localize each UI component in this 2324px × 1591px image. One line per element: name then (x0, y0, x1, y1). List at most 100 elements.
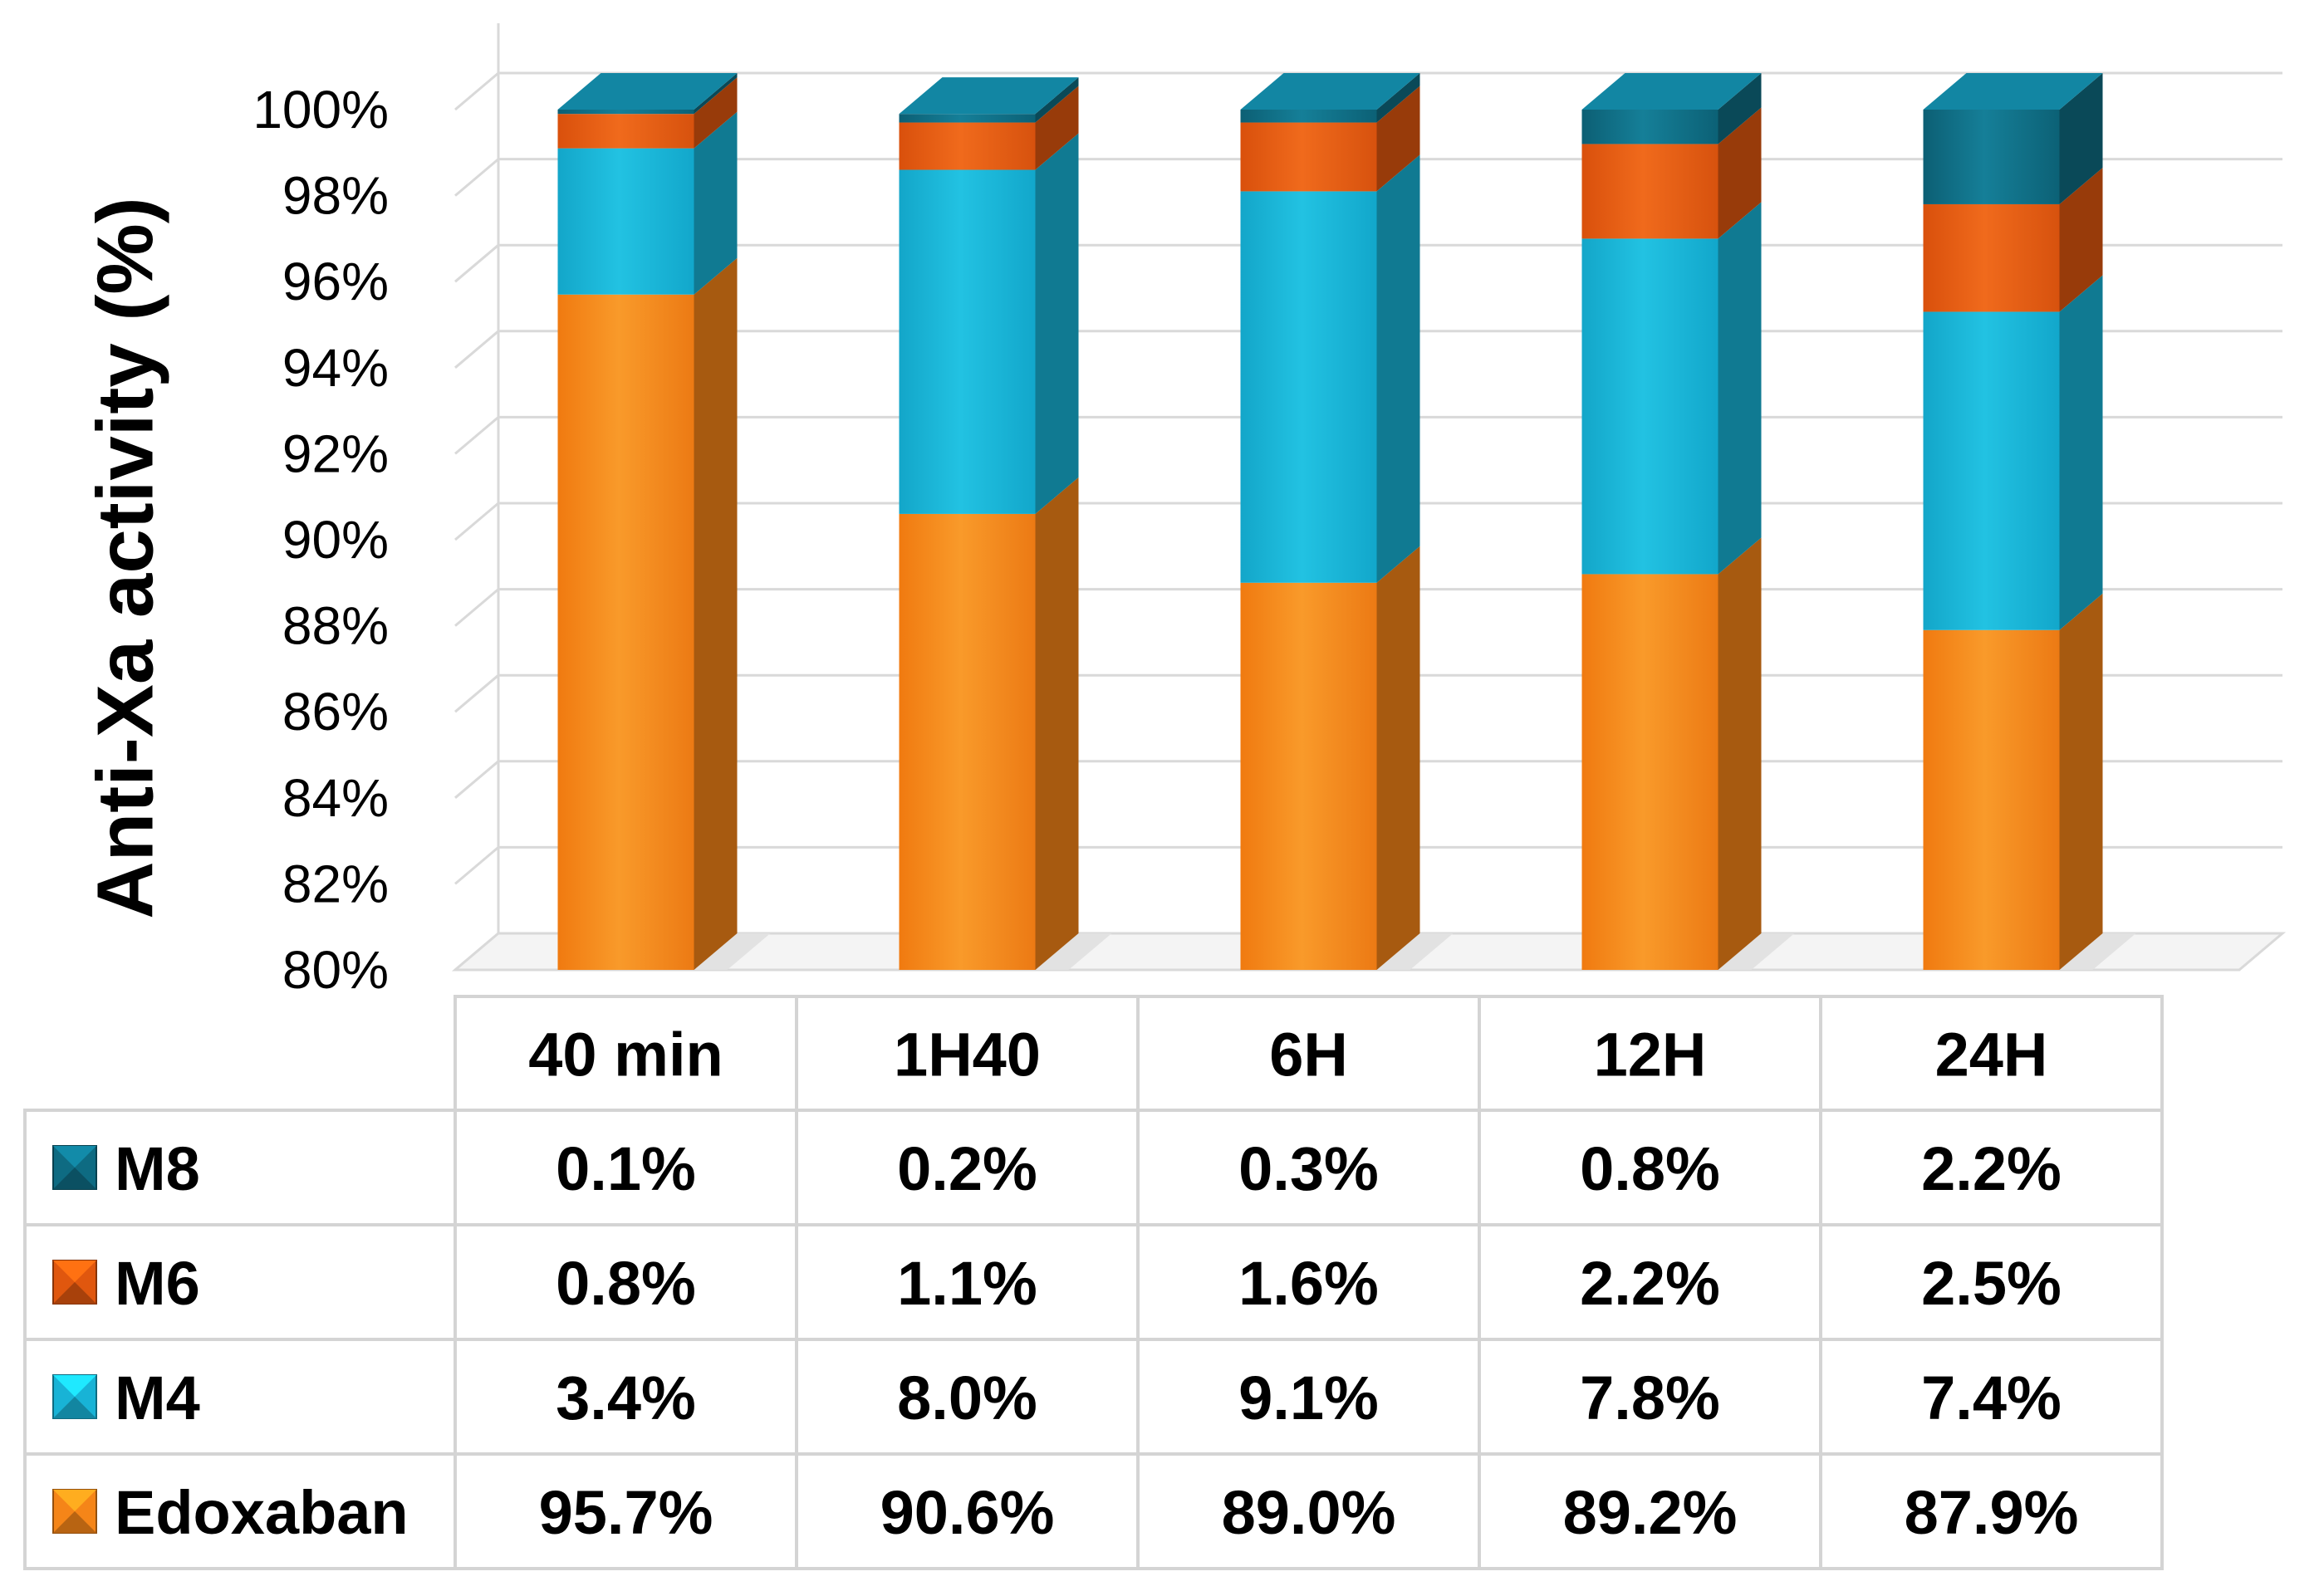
x-category-label: 24H (1935, 1021, 2048, 1089)
table-value: 7.4% (1921, 1363, 2062, 1432)
y-tick-label: 92% (282, 423, 389, 483)
bar-segment (1240, 110, 1377, 123)
table-value: 90.6% (880, 1478, 1055, 1547)
table-value: 1.6% (1238, 1249, 1379, 1318)
y-tick-label: 80% (282, 940, 389, 1000)
grid-depth-line (454, 158, 499, 197)
bar-shadow (2059, 933, 2136, 970)
grid-depth-line (454, 674, 499, 713)
bar-segment-side (2059, 73, 2103, 204)
grid-depth-line (454, 588, 499, 627)
bar-segment (1581, 144, 1718, 239)
bar-segment-side (1718, 107, 1762, 239)
bar-segment-side (694, 77, 738, 149)
table-value: 89.0% (1222, 1478, 1396, 1547)
table-value: 7.8% (1580, 1363, 1720, 1432)
table-value: 0.8% (556, 1249, 696, 1318)
table-value: 0.3% (1238, 1134, 1379, 1203)
y-tick-label: 88% (282, 596, 389, 656)
bar-segment-side (1376, 86, 1420, 192)
table-value: 87.9% (1905, 1478, 2079, 1547)
bar-stack (1923, 73, 2136, 970)
table-header-border (454, 995, 2164, 1110)
bar-shadow (1035, 933, 1112, 970)
bar-segment (899, 114, 1036, 123)
bar-shadow (694, 933, 771, 970)
grid-depth-line (454, 244, 499, 283)
bar-segment-side (1035, 477, 1079, 970)
grid-depth-line (454, 846, 499, 885)
bar-segment-side (1718, 202, 1762, 575)
table-value: 9.1% (1238, 1363, 1379, 1432)
y-tick-label: 96% (282, 252, 389, 311)
bar-segment (1923, 203, 2060, 312)
grid-depth-line (454, 71, 499, 111)
x-category-label: 6H (1269, 1021, 1348, 1089)
grid-depth-line (454, 502, 499, 541)
table-value: 1.1% (897, 1249, 1037, 1318)
table-value: 8.0% (897, 1363, 1037, 1432)
bar-top (1923, 73, 2103, 110)
grid-depth-line (454, 330, 499, 369)
bar-stack (899, 77, 1112, 970)
data-table: 40 min 1H40 6H 12H 24H M8 0.1% 0.2% 0.3% 0.8% 2.2%… (23, 995, 2164, 1570)
table-value: 95.7% (539, 1478, 713, 1547)
bar-stack (1581, 73, 1795, 970)
x-category-label: 12H (1594, 1021, 1707, 1089)
bar-segment-side (694, 257, 738, 970)
x-category-label: 1H40 (894, 1021, 1041, 1089)
bar-top (1581, 73, 1762, 110)
legend-label: M6 (115, 1249, 200, 1318)
table-value: 89.2% (1563, 1478, 1738, 1547)
table-value: 2.2% (1580, 1249, 1720, 1318)
bar-stack (1240, 73, 1454, 970)
bar-segment-side (1718, 73, 1762, 144)
x-category-label: 40 min (528, 1021, 723, 1089)
table-value: 2.5% (1921, 1249, 2062, 1318)
bar-shadow (1718, 933, 1795, 970)
bar-segment (1240, 191, 1377, 583)
y-tick-label: 86% (282, 682, 389, 742)
bar-segment (899, 169, 1036, 514)
bar-segment (557, 110, 694, 115)
bar-shadow (1376, 933, 1454, 970)
bar-segment (1240, 122, 1377, 192)
bar-segment (557, 148, 694, 295)
legend-label: Edoxaban (115, 1478, 409, 1547)
bar-segment (1923, 110, 2060, 204)
table-value: 0.2% (897, 1134, 1037, 1203)
bar-segment (557, 114, 694, 149)
bar-segment-side (694, 111, 738, 295)
bar-segment-side (1035, 86, 1079, 170)
bar-segment-side (2059, 167, 2103, 312)
y-tick-label: 100% (253, 80, 389, 140)
y-axis-ticks: 80% 82% 84% 86% 88% 90% 92% 94% 96% 98% 100% (253, 80, 389, 1000)
y-tick-label: 94% (282, 338, 389, 398)
table-value: 3.4% (556, 1363, 696, 1432)
grid-depth-line (454, 760, 499, 799)
legend-key (52, 1145, 97, 1190)
y-tick-label: 82% (282, 854, 389, 913)
bar-top (1240, 73, 1420, 110)
bar-segment-side (1035, 77, 1079, 123)
bar-segment (1923, 629, 2060, 970)
bar-stack (557, 73, 771, 970)
bar-segment-side (1376, 73, 1420, 123)
bar-segment (1923, 311, 2060, 630)
bar-top (899, 77, 1079, 115)
table-value: 0.8% (1580, 1134, 1720, 1203)
legend-label: M8 (115, 1134, 200, 1203)
bar-segment-side (1035, 133, 1079, 514)
bar-segment-side (1376, 154, 1420, 583)
bar-segment (1581, 238, 1718, 575)
bars (557, 73, 2136, 970)
bar-segment-side (694, 73, 738, 115)
bar-top (557, 73, 738, 110)
bar-segment (557, 294, 694, 970)
bar-segment (1240, 582, 1377, 970)
y-tick-label: 98% (282, 166, 389, 226)
bar-segment (899, 513, 1036, 970)
grid-depth-line (454, 416, 499, 455)
bar-segment (1581, 110, 1718, 144)
